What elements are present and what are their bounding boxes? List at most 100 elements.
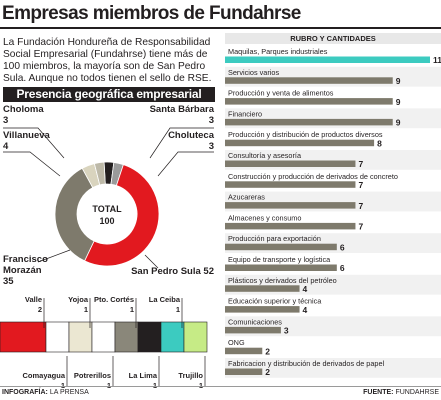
rubro-label-comunicaciones: Comunicaciones xyxy=(228,317,282,326)
rubro-bar-azucareras xyxy=(225,202,356,209)
dept-name: Francisco Morazán xyxy=(3,254,48,276)
rubro-label-consultoria-y-asesoria: Consultoría y asesoría xyxy=(228,151,302,160)
rubro-row-background xyxy=(225,337,441,357)
strip-block-la-ceiba xyxy=(160,321,185,353)
dept-value: 3 xyxy=(208,115,214,126)
rubro-label-financiero: Financiero xyxy=(228,109,262,118)
rubro-value-ong: 2 xyxy=(265,346,270,356)
strip-label-pto-cortes: Pto. Cortés xyxy=(94,295,134,304)
rubro-value-comunicaciones: 3 xyxy=(284,326,289,336)
rubro-bar-produccion-para-exportacion xyxy=(225,243,337,251)
rubro-value-equipo-de-transporte-y-logistica: 6 xyxy=(340,263,345,273)
rubro-label-educacion-superior-y-tecnica: Educación superior y técnica xyxy=(228,297,322,306)
strip-value-yojoa: 1 xyxy=(84,305,88,314)
footer-source: FUENTE: FUNDAHRSE xyxy=(363,389,439,396)
strip-block-potrerillos xyxy=(91,321,116,353)
strip-label-potrerillos: Potrerillos xyxy=(74,371,111,380)
strip-label-comayagua: Comayagua xyxy=(22,371,65,380)
strip-value-la-ceiba: 1 xyxy=(176,305,180,314)
strip-block-valle xyxy=(0,321,47,353)
strip-block-pto-cortes xyxy=(114,321,139,353)
donut-slice-francisco-morazan xyxy=(54,167,95,262)
dept-value: 3 xyxy=(208,141,214,152)
rubro-value-produccion-y-distribucion-de-productos-diversos: 8 xyxy=(377,138,382,148)
rubro-label-plasticos-y-derivados-del-petroleo: Plásticos y derivados del petróleo xyxy=(228,276,337,285)
rubro-label-maquilas-parques-industriales: Maquilas, Parques industriales xyxy=(228,47,328,56)
rubro-bar-almacenes-y-consumo xyxy=(225,222,356,230)
rubro-bar-construccion-y-produccion-de-derivados-de-concreto xyxy=(225,181,356,188)
rubro-bar-comunicaciones xyxy=(225,326,281,334)
rubro-label-produccion-y-venta-de-alimentos: Producción y venta de alimentos xyxy=(228,89,334,98)
page-title: Empresas miembros de Fundahrse xyxy=(2,3,301,24)
dept-value: 4 xyxy=(3,141,9,152)
rubro-value-educacion-superior-y-tecnica: 4 xyxy=(303,305,308,315)
rubro-label-azucareras: Azucareras xyxy=(228,193,265,202)
rubro-value-servicios-varios: 9 xyxy=(396,76,401,86)
rubro-bar-financiero xyxy=(225,118,393,126)
geo-donut-chart: TOTAL 100 xyxy=(54,161,160,267)
strip-block-trujillo xyxy=(183,321,208,353)
rubro-value-construccion-y-produccion-de-derivados-de-concreto: 7 xyxy=(358,180,363,190)
strip-value-pto-cortes: 1 xyxy=(130,305,134,314)
dept-value: 52 xyxy=(203,266,214,277)
rubro-row-background xyxy=(225,358,441,378)
small-departments-strip: Valle2Comayagua1Yojoa1Potrerillos1Pto. C… xyxy=(0,295,208,390)
rubro-bar-produccion-y-distribucion-de-productos-diversos xyxy=(225,139,375,147)
rubro-bar-maquilas-parques-industriales xyxy=(225,56,430,63)
rubro-label-equipo-de-transporte-y-logistica: Equipo de transporte y logística xyxy=(228,255,331,264)
rubro-label-ong: ONG xyxy=(228,338,245,347)
rubro-bar-produccion-y-venta-de-alimentos xyxy=(225,98,393,105)
footer-credit-label: INFOGRAFÍA: xyxy=(2,389,48,396)
strip-label-trujillo: Trujillo xyxy=(178,371,203,380)
strip-block-la-lima xyxy=(137,321,162,353)
rubro-value-fabricacion-y-distribucion-de-derivados-de-papel: 2 xyxy=(265,367,270,377)
strip-value-trujillo: 1 xyxy=(199,381,203,390)
rubros-title: RUBRO Y CANTIDADES xyxy=(225,33,441,44)
rubro-value-azucareras: 7 xyxy=(358,201,363,211)
label-francisco-morazan: Francisco Morazán 35 xyxy=(3,254,63,287)
label-santa-barbara: Santa Bárbara 3 xyxy=(140,104,214,126)
strip-label-yojoa: Yojoa xyxy=(68,295,89,304)
footer-credit-value: LA PRENSA xyxy=(49,389,89,396)
footer-source-label: FUENTE: xyxy=(363,389,394,396)
rubro-value-maquilas-parques-industriales: 11 xyxy=(433,55,441,65)
rubro-label-construccion-y-produccion-de-derivados-de-concreto: Construcción y producción de derivados d… xyxy=(228,172,398,181)
rubro-value-financiero: 9 xyxy=(396,118,401,128)
dept-name: Villanueva xyxy=(3,130,50,141)
label-choluteca: Choluteca 3 xyxy=(140,130,214,152)
geo-section-title: Presencia geográfica empresarial xyxy=(3,87,215,102)
strip-block-comayagua xyxy=(45,321,70,353)
donut-total-label: TOTAL xyxy=(92,204,122,214)
strip-value-la-lima: 1 xyxy=(153,381,157,390)
strip-value-comayagua: 1 xyxy=(61,381,65,390)
strip-label-la-lima: La Lima xyxy=(129,371,158,380)
dept-value: 3 xyxy=(3,115,9,126)
strip-label-valle: Valle xyxy=(25,295,42,304)
rubro-value-consultoria-y-asesoria: 7 xyxy=(358,159,363,169)
dept-name: San Pedro Sula xyxy=(131,266,201,277)
strip-label-la-ceiba: La Ceiba xyxy=(149,295,181,304)
rubro-value-produccion-y-venta-de-alimentos: 9 xyxy=(396,97,401,107)
rubro-bar-equipo-de-transporte-y-logistica xyxy=(225,264,337,271)
label-villanueva: Villanueva 4 xyxy=(3,130,50,152)
rubro-label-produccion-y-distribucion-de-productos-diversos: Producción y distribución de productos d… xyxy=(228,130,383,139)
donut-slice-san-pedro-sula xyxy=(84,164,160,267)
dept-name: Santa Bárbara xyxy=(149,104,214,115)
rubro-bar-educacion-superior-y-tecnica xyxy=(225,306,300,313)
rubro-label-almacenes-y-consumo: Almacenes y consumo xyxy=(228,213,301,222)
rubro-label-produccion-para-exportacion: Producción para exportación xyxy=(228,234,321,243)
label-choloma: Choloma 3 xyxy=(3,104,44,126)
footer-divider xyxy=(0,386,441,387)
rubro-bar-plasticos-y-derivados-del-petroleo xyxy=(225,285,300,292)
rubros-bar-chart: Maquilas, Parques industriales 11 Servicio… xyxy=(225,46,441,378)
rubro-bar-servicios-varios xyxy=(225,77,393,84)
dept-value: 35 xyxy=(3,276,14,287)
title-divider xyxy=(0,27,441,29)
strip-value-potrerillos: 1 xyxy=(107,381,111,390)
rubro-value-almacenes-y-consumo: 7 xyxy=(358,222,363,232)
dept-name: Choluteca xyxy=(168,130,214,141)
donut-total-value: 100 xyxy=(99,216,114,226)
intro-text: La Fundación Hondureña de Responsabilida… xyxy=(3,37,212,84)
label-san-pedro-sula: San Pedro Sula 52 xyxy=(120,266,214,277)
